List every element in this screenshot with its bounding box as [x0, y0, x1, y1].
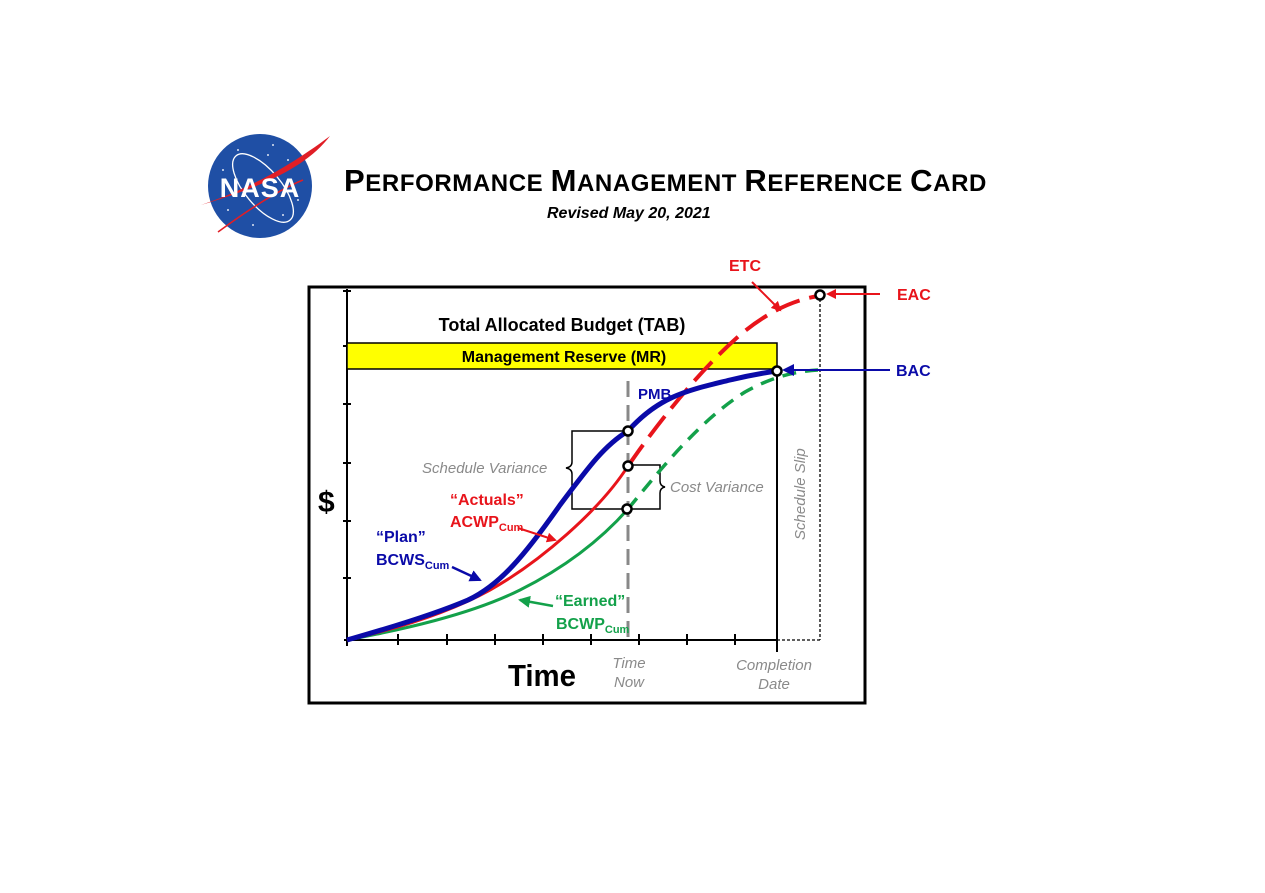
bcwp-label: BCWPCum [556, 616, 630, 636]
title-cap: C [910, 163, 934, 198]
plan-label: “Plan” [376, 529, 426, 546]
sv-plan-point [622, 425, 634, 437]
acwp-label: ACWPCum [450, 514, 524, 534]
etc-forecast-curve [626, 294, 819, 468]
plan-arrow [451, 565, 482, 582]
earned-arrow [518, 595, 554, 608]
pmb-label: PMB [638, 386, 672, 403]
earned-point [621, 503, 633, 515]
title-rest: EFERENCE [767, 170, 903, 197]
tab-label: Total Allocated Budget (TAB) [439, 315, 686, 335]
management-reserve-band [346, 342, 778, 370]
title-rest: ANAGEMENT [577, 170, 738, 197]
mr-label: Management Reserve (MR) [462, 349, 667, 366]
title-rest: ARD [933, 170, 987, 197]
time-now-label-1: Time [612, 655, 645, 672]
title-rest: ERFORMANCE [365, 170, 544, 197]
schedule-variance-bracket [565, 430, 624, 510]
eac-label: EAC [897, 287, 931, 304]
chart-frame [307, 285, 867, 705]
cv-actual-point [622, 460, 634, 472]
title-cap: M [550, 163, 577, 198]
time-now-label-2: Now [614, 674, 645, 691]
page-title: PERFORMANCE MANAGEMENT REFERENCE CARD [344, 163, 987, 199]
actuals-label: “Actuals” [450, 492, 524, 509]
schedule-variance-label: Schedule Variance [422, 460, 547, 477]
eac-point [814, 289, 826, 301]
bcwp-forecast-curve [626, 368, 819, 511]
bac-label: BAC [896, 363, 931, 380]
bac-point [771, 365, 783, 377]
bcws-plan-curve [346, 368, 778, 643]
nasa-logo: NASA [201, 134, 330, 238]
cost-variance-bracket [630, 464, 666, 510]
x-axis-label: Time [508, 658, 576, 693]
revision-date: Revised May 20, 2021 [547, 205, 711, 222]
actuals-arrow [517, 527, 557, 543]
x-ticks [346, 634, 736, 646]
cost-variance-label: Cost Variance [670, 479, 764, 496]
schedule-slip-label: Schedule Slip [792, 448, 809, 540]
bcwp-earned-curve [346, 508, 630, 642]
title-cap: R [744, 163, 768, 198]
title-cap: P [344, 163, 366, 198]
etc-label: ETC [729, 258, 761, 275]
completion-label-2: Date [758, 676, 790, 693]
earned-label: “Earned” [555, 593, 625, 610]
y-axis-label: $ [318, 486, 335, 519]
etc-arrow [751, 281, 782, 312]
bcws-label: BCWSCum [376, 552, 450, 572]
logo-text: NASA [220, 173, 301, 203]
completion-label-1: Completion [736, 657, 812, 674]
